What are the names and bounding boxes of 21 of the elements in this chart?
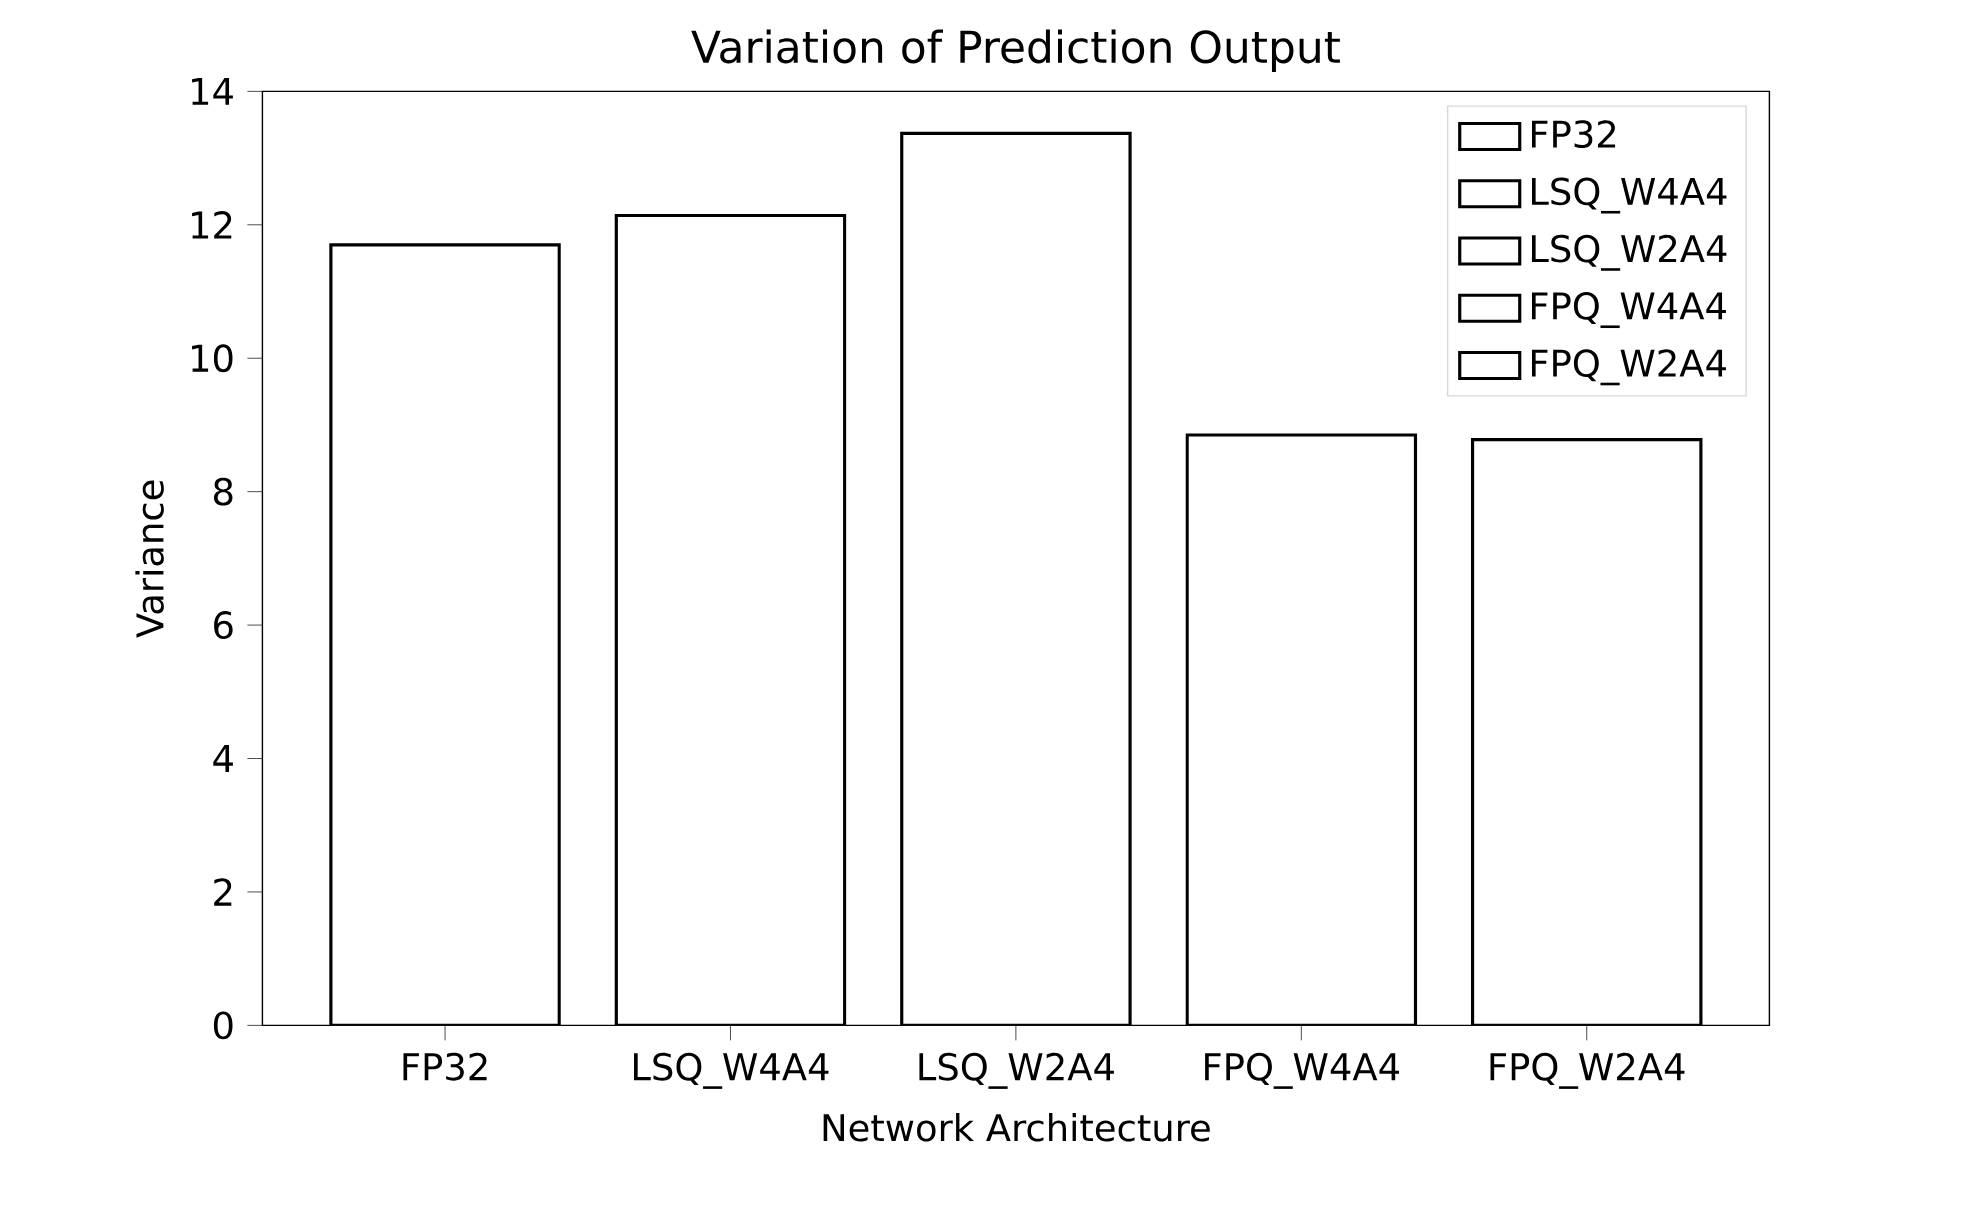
legend-label: FPQ_W4A4	[1531, 291, 1726, 329]
legend-label: FPQ_W2A4	[1531, 349, 1726, 386]
x-axis-title: Network Architecture	[823, 1113, 1210, 1142]
y-tick-label: 4	[213, 745, 233, 772]
y-tick-label: 8	[213, 477, 233, 506]
x-tick-label: FPQ_W4A4	[1205, 1052, 1400, 1089]
y-tick-label: 2	[214, 878, 232, 906]
y-tick-label: 14	[192, 77, 233, 105]
x-tick-label: LSQ_W4A4	[634, 1052, 829, 1089]
x-tick-label: LSQ_W2A4	[919, 1052, 1114, 1089]
y-tick-label: 6	[214, 611, 233, 640]
x-tick-label: FPQ_W2A4	[1490, 1052, 1685, 1089]
y-axis-title: Variance	[135, 480, 164, 638]
y-tick-label: 0	[213, 1011, 233, 1040]
chart-title: Variation of Prediction Output	[691, 29, 1340, 72]
y-tick-label: 12	[192, 211, 232, 239]
legend-label: LSQ_W4A4	[1531, 177, 1727, 214]
x-tick-label: FP32	[403, 1052, 487, 1081]
legend-label: FP32	[1531, 120, 1616, 149]
legend-label: LSQ_W2A4	[1531, 234, 1727, 271]
y-tick-label: 10	[192, 344, 233, 373]
